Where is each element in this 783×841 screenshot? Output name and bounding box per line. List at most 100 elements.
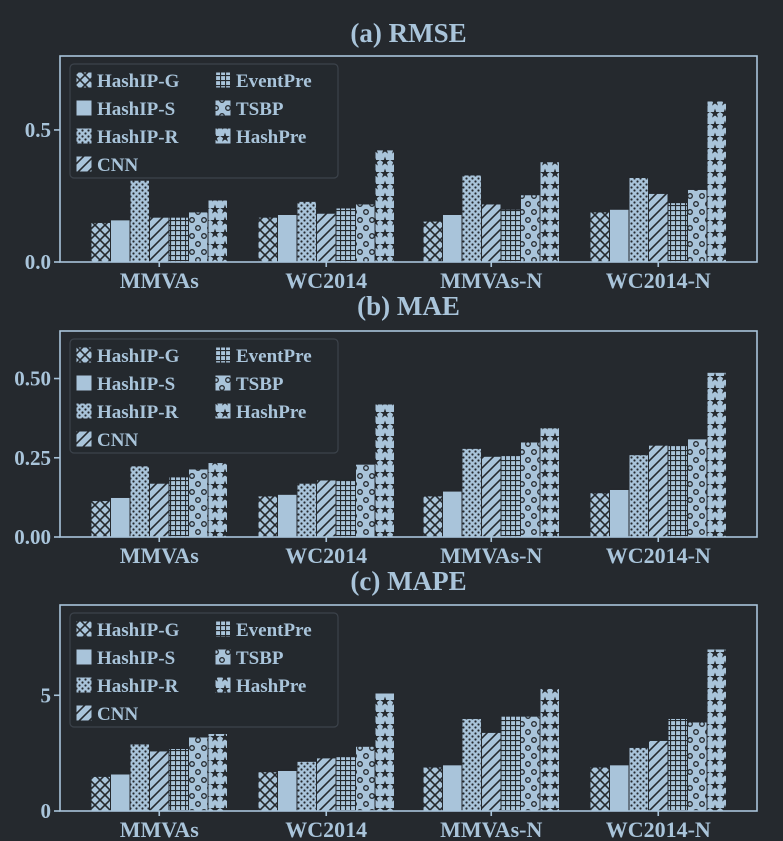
panel-mae: (b) MAE 0.00 0.25 0.50 MMVAs WC2014 MMVAs-N WC2… [14, 291, 758, 568]
y-tick-label: 0.5 [25, 118, 51, 142]
bar-tsbp-mmvas-n [520, 441, 541, 538]
bar-cnn-mmvas-n [481, 731, 502, 812]
legend-label-tsbp: TSBP [236, 648, 284, 669]
legend-swatch-eventpre [214, 71, 232, 89]
bar-haship-r-mmvas-n [461, 717, 482, 812]
bar-hashpre-wc2014-n [706, 371, 727, 538]
bar-tsbp-wc2014 [355, 463, 376, 538]
bar-hashpre-mmvas-n [539, 427, 560, 538]
bar-cnn-mmvas-n [481, 455, 502, 538]
legend-label-cnn: CNN [97, 155, 138, 176]
x-tick-label-mmvas-n: MMVAs-N [440, 543, 542, 568]
x-tick-label-wc2014: WC2014 [285, 543, 367, 568]
legend: HashIP-G HashIP-S HashIP-R CNN EventPre TSBP H… [69, 63, 339, 179]
bar-eventpre-mmvas [168, 476, 189, 538]
legend-swatch-haship-g [75, 71, 93, 89]
bar-hashpre-mmvas [207, 462, 228, 538]
y-tick-label: 0.25 [14, 446, 51, 470]
bar-tsbp-wc2014-n [687, 721, 708, 812]
legend-label-cnn: CNN [97, 430, 138, 451]
x-tick-label-wc2014-n: WC2014-N [606, 817, 711, 841]
bar-eventpre-wc2014 [335, 479, 356, 538]
bar-tsbp-mmvas [188, 468, 209, 538]
plot-frame [59, 330, 758, 538]
bar-haship-g-mmvas-n [422, 766, 443, 812]
bar-haship-g-mmvas [90, 775, 111, 812]
legend-swatch-haship-s [75, 648, 93, 666]
plot-frame [59, 55, 758, 263]
legend-label-haship-g: HashIP-G [97, 71, 180, 92]
chart-title: (b) MAE [357, 291, 460, 321]
bar-haship-r-wc2014-n [628, 454, 649, 538]
bar-eventpre-wc2014-n [667, 717, 688, 812]
legend-label-eventpre: EventPre [236, 346, 312, 367]
bar-haship-r-wc2014-n [628, 176, 649, 263]
legend-swatch-tsbp [214, 648, 232, 666]
legend-swatch-hashpre [214, 127, 232, 145]
bar-tsbp-wc2014-n [687, 438, 708, 538]
bar-cnn-wc2014 [316, 212, 337, 263]
legend-label-haship-r: HashIP-R [97, 402, 179, 423]
x-tick-label-wc2014-n: WC2014-N [606, 543, 711, 568]
legend-swatch-hashpre [214, 402, 232, 420]
bar-eventpre-wc2014 [335, 207, 356, 263]
legend-label-tsbp: TSBP [236, 99, 284, 120]
legend: HashIP-G HashIP-S HashIP-R CNN EventPre TSBP H… [69, 612, 339, 728]
legend-swatch-cnn [75, 155, 93, 173]
legend-swatch-hashpre [214, 676, 232, 694]
bar-haship-r-mmvas-n [461, 447, 482, 538]
legend: HashIP-G HashIP-S HashIP-R CNN EventPre TSBP H… [69, 338, 339, 454]
bar-tsbp-wc2014-n [687, 188, 708, 263]
bar-haship-r-wc2014-n [628, 746, 649, 812]
bar-haship-g-wc2014-n [589, 766, 610, 812]
bar-haship-r-wc2014 [296, 760, 317, 812]
bar-eventpre-mmvas-n [500, 454, 521, 538]
bar-haship-g-wc2014 [257, 216, 278, 263]
bar-haship-r-mmvas [129, 179, 150, 263]
legend-label-haship-r: HashIP-R [97, 676, 179, 697]
legend-swatch-haship-r [75, 402, 93, 420]
x-tick-label-mmvas-n: MMVAs-N [440, 268, 542, 293]
legend-label-hashpre: HashPre [236, 127, 306, 148]
bar-haship-g-wc2014 [257, 771, 278, 812]
bar-haship-s-wc2014 [277, 769, 298, 812]
bar-cnn-mmvas-n [481, 203, 502, 263]
bar-tsbp-mmvas-n [520, 715, 541, 812]
y-tick-label: 0.00 [14, 525, 51, 549]
bar-cnn-wc2014-n [648, 192, 669, 263]
bar-haship-g-mmvas [90, 500, 111, 538]
bar-eventpre-wc2014 [335, 756, 356, 812]
bar-eventpre-mmvas [168, 748, 189, 812]
bar-hashpre-wc2014-n [706, 648, 727, 812]
legend-label-eventpre: EventPre [236, 620, 312, 641]
legend-label-haship-g: HashIP-G [97, 620, 180, 641]
bar-haship-r-wc2014 [296, 482, 317, 538]
bar-eventpre-mmvas-n [500, 715, 521, 812]
bar-haship-r-mmvas-n [461, 174, 482, 263]
legend-swatch-haship-s [75, 374, 93, 392]
bar-haship-g-wc2014-n [589, 211, 610, 263]
x-tick-label-wc2014-n: WC2014-N [606, 268, 711, 293]
bar-haship-s-wc2014 [277, 493, 298, 538]
bar-haship-s-mmvas-n [442, 213, 463, 263]
legend-swatch-haship-r [75, 127, 93, 145]
bar-hashpre-mmvas [207, 199, 228, 263]
bar-haship-s-mmvas [110, 773, 131, 812]
bar-cnn-mmvas [149, 750, 170, 812]
bar-haship-g-mmvas-n [422, 220, 443, 263]
bar-tsbp-wc2014 [355, 745, 376, 812]
legend-label-haship-r: HashIP-R [97, 127, 179, 148]
bar-cnn-wc2014 [316, 479, 337, 538]
bar-hashpre-wc2014-n [706, 100, 727, 263]
legend-label-haship-s: HashIP-S [97, 374, 175, 395]
bar-haship-g-wc2014 [257, 495, 278, 538]
legend-label-eventpre: EventPre [236, 71, 312, 92]
x-tick-label-mmvas-n: MMVAs-N [440, 817, 542, 841]
panel-mape: (c) MAPE 0 5 MMVAs WC2014 MMVAs-N WC2014-N Hash… [41, 566, 758, 841]
bar-haship-g-wc2014-n [589, 492, 610, 538]
legend-swatch-haship-g [75, 620, 93, 638]
bar-haship-g-mmvas-n [422, 495, 443, 538]
bar-cnn-wc2014-n [648, 739, 669, 812]
legend-swatch-haship-g [75, 346, 93, 364]
legend-swatch-haship-s [75, 99, 93, 117]
